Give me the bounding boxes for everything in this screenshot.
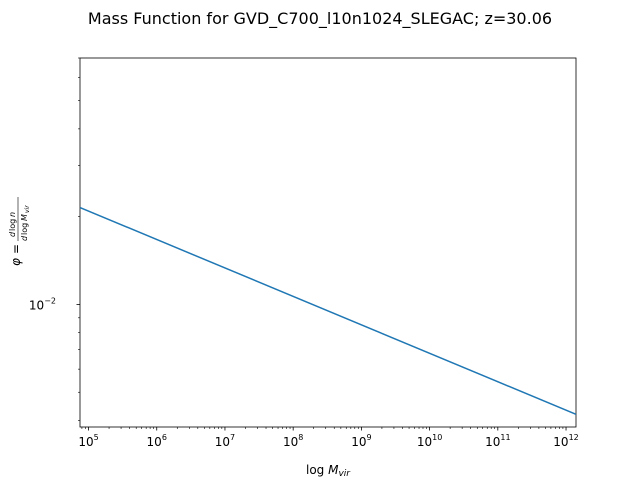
series-layer bbox=[79, 206, 577, 416]
x-tick-label: 1011 bbox=[485, 433, 510, 449]
y-axis: 10−2 bbox=[29, 57, 80, 421]
series-line-0 bbox=[79, 206, 577, 416]
x-tick-label: 106 bbox=[147, 433, 167, 449]
x-tick-label: 108 bbox=[283, 433, 303, 449]
svg-text:n: n bbox=[8, 212, 17, 217]
x-axis: 105 106 107 108 109 1010 1011 1012 bbox=[78, 427, 579, 449]
x-axis-label: log Mvir bbox=[306, 463, 351, 479]
svg-text:log: log bbox=[8, 219, 17, 231]
y-tick-label: 10−2 bbox=[29, 296, 56, 312]
svg-text:vir: vir bbox=[24, 205, 31, 213]
svg-text:d: d bbox=[20, 235, 29, 241]
x-tick-label: 107 bbox=[215, 433, 235, 449]
x-tick-label: 109 bbox=[351, 433, 371, 449]
svg-text:=: = bbox=[9, 244, 23, 254]
plot-area bbox=[79, 57, 577, 428]
svg-text:φ: φ bbox=[9, 258, 23, 266]
x-tick-label: 1010 bbox=[417, 433, 442, 449]
svg-text:log: log bbox=[20, 223, 29, 235]
y-axis-label: φ = d log n d log M vir bbox=[8, 197, 31, 266]
chart-title: Mass Function for GVD_C700_l10n1024_SLEG… bbox=[88, 9, 552, 29]
x-tick-label: 105 bbox=[78, 433, 98, 449]
x-tick-label: 1012 bbox=[553, 433, 578, 449]
svg-text:d: d bbox=[8, 231, 17, 237]
svg-text:M: M bbox=[20, 214, 29, 221]
